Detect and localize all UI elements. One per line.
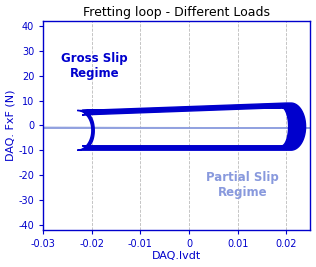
Y-axis label: DAQ. FxF (N): DAQ. FxF (N)	[6, 90, 15, 161]
Polygon shape	[0, 34, 316, 222]
Text: Gross Slip
Regime: Gross Slip Regime	[61, 52, 128, 80]
Title: Fretting loop - Different Loads: Fretting loop - Different Loads	[83, 6, 270, 18]
Text: Partial Slip
Regime: Partial Slip Regime	[206, 171, 279, 199]
X-axis label: DAQ.lvdt: DAQ.lvdt	[152, 252, 202, 261]
Polygon shape	[77, 103, 306, 150]
